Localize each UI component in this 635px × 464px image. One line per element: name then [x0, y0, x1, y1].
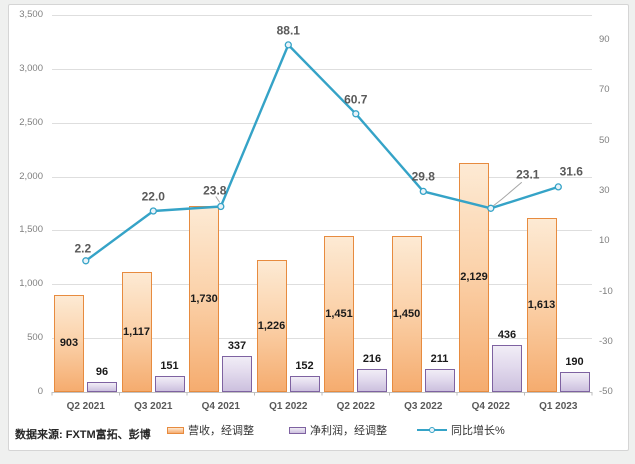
yoy-growth-value-label: 2.2 [74, 241, 92, 256]
revenue-legend-swatch-icon [167, 426, 184, 434]
revenue-bar-value-label: 1,117 [123, 325, 150, 338]
category-label: Q3 2022 [404, 401, 443, 412]
net-profit-bar-value-label: 436 [497, 329, 517, 341]
right-axis-tick-label: 50 [599, 134, 610, 146]
gridline [52, 68, 592, 70]
yoy-growth-marker-icon [487, 204, 495, 212]
yoy-growth-value-label: 31.6 [559, 164, 583, 179]
revenue-bar-value-label: 903 [59, 337, 79, 350]
revenue-bar-value-label: 1,451 [325, 307, 353, 320]
right-axis-tick-label: -30 [599, 335, 613, 347]
net-profit-bar-value-label: 96 [95, 365, 109, 378]
data-source-note: 数据来源: FXTM富拓、彭博 [15, 429, 151, 441]
yoy-growth-marker-icon [419, 187, 427, 196]
left-axis-tick-label: 1,000 [19, 278, 43, 290]
yoy-growth-value-label: 60.7 [344, 92, 368, 107]
revenue-bar [121, 271, 152, 392]
net-profit-bar [424, 369, 455, 392]
left-axis-tick-label: 1,500 [19, 224, 43, 236]
net-profit-bar-value-label: 151 [160, 359, 179, 372]
net-profit-bar-value-label: 190 [565, 355, 584, 368]
gridline [52, 284, 592, 286]
revenue-bar-value-label: 2,129 [460, 271, 488, 284]
net-profit-bar [357, 368, 387, 392]
yoy-growth-line [84, 43, 560, 263]
legend-label-yoy-growth: 同比增长% [451, 425, 505, 437]
category-label: Q1 2022 [269, 401, 308, 412]
line-label-leader [215, 196, 221, 203]
net-profit-bar [154, 375, 185, 392]
category-label: Q4 2021 [201, 401, 240, 412]
net-profit-bar-value-label: 211 [430, 353, 449, 366]
category-label: Q3 2021 [134, 401, 173, 412]
yoy-growth-legend-marker-icon [429, 427, 435, 433]
revenue-bar [189, 205, 219, 392]
net-profit-bar-value-label: 337 [227, 339, 247, 352]
revenue-bar [54, 294, 84, 392]
legend-label-net-profit: 净利润，经调整 [310, 425, 387, 437]
net-profit-bar [222, 355, 252, 392]
right-axis-tick-label: 70 [599, 84, 610, 96]
plot-area: 903 1,117 1,730 1,226 1,451 1,450 2,129 1,613 96… [51, 15, 593, 396]
gridline [52, 338, 592, 340]
right-axis-tick-label: -50 [599, 386, 613, 397]
legend-label-revenue: 营收，经调整 [188, 425, 254, 437]
left-axis-tick-label: 500 [27, 332, 43, 344]
yoy-growth-marker-icon [82, 257, 90, 265]
net-profit-bar [559, 371, 590, 392]
category-label: Q4 2022 [471, 401, 510, 412]
gridline [52, 176, 592, 178]
right-axis-tick-label: 30 [599, 184, 610, 196]
right-axis-tick-label: 90 [599, 34, 610, 46]
legend-item-yoy-growth: 同比增长% [417, 423, 505, 437]
yoy-growth-marker-icon [284, 41, 292, 49]
yoy-growth-marker-icon [352, 110, 360, 118]
revenue-bar [256, 259, 287, 392]
legend-item-revenue: 营收，经调整 [167, 423, 254, 437]
category-label: Q1 2023 [539, 401, 578, 412]
net-profit-legend-swatch-icon [289, 426, 306, 434]
yoy-growth-marker-icon [554, 183, 562, 191]
yoy-growth-legend-line-icon [417, 427, 447, 433]
yoy-growth-value-label: 88.1 [276, 23, 300, 38]
revenue-bar-value-label: 1,613 [527, 299, 556, 312]
revenue-bar-value-label: 1,226 [257, 320, 286, 332]
yoy-growth-marker-icon [149, 207, 157, 215]
revenue-bar [459, 162, 489, 392]
revenue-bar [391, 235, 422, 392]
yoy-growth-value-label: 23.8 [203, 183, 227, 197]
left-axis-tick-label: 2,500 [19, 116, 43, 128]
yoy-growth-value-label: 23.1 [516, 167, 540, 182]
revenue-bar-value-label: 1,450 [392, 307, 421, 320]
left-axis-tick-label: 0 [37, 386, 43, 397]
net-profit-bar [87, 381, 117, 392]
gridline [52, 230, 592, 232]
chart-panel: 3,500 3,000 2,500 2,000 1,500 1,000 500 0 90 70 5… [8, 4, 629, 451]
net-profit-bar-value-label: 216 [362, 352, 382, 365]
net-profit-bar-value-label: 152 [295, 359, 314, 372]
gridline [52, 122, 592, 124]
line-label-leader [492, 181, 523, 207]
revenue-bar-value-label: 1,730 [190, 292, 218, 305]
left-axis-tick-label: 3,000 [19, 62, 43, 74]
yoy-growth-marker-icon [217, 202, 225, 211]
left-axis-tick-label: 2,000 [19, 170, 43, 182]
yoy-growth-value-label: 29.8 [411, 169, 435, 184]
legend-item-net-profit: 净利润，经调整 [289, 423, 387, 437]
revenue-bar [526, 218, 557, 392]
net-profit-bar [492, 345, 522, 392]
left-axis-tick-label: 3,500 [19, 9, 43, 20]
gridline [52, 15, 592, 16]
net-profit-bar [289, 375, 320, 392]
category-label: Q2 2021 [66, 401, 105, 412]
growth-line-layer [51, 41, 593, 396]
category-label: Q2 2022 [336, 401, 375, 412]
right-axis-tick-label: 10 [599, 235, 610, 247]
revenue-bar [324, 235, 354, 392]
right-axis-tick-label: -10 [599, 285, 613, 297]
yoy-growth-value-label: 22.0 [141, 189, 165, 204]
